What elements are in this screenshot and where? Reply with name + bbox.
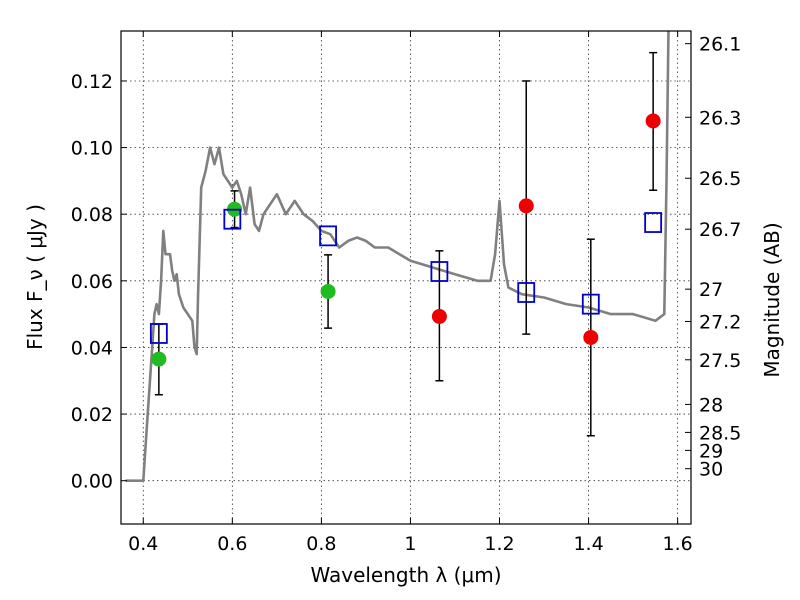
model-square	[517, 282, 536, 303]
model-square	[223, 208, 242, 230]
data-points	[149, 113, 663, 367]
x-tick-label: 1.4	[573, 533, 603, 555]
model-square	[430, 261, 449, 282]
right-tick-label: 27.5	[699, 350, 741, 372]
right-tick-label: 28	[699, 394, 723, 416]
right-tick-label: 26.1	[699, 34, 741, 56]
y-tick-label: 0.12	[71, 71, 113, 93]
x-tick-label: 1	[404, 533, 416, 555]
y-tick-label: 0.08	[71, 204, 113, 226]
spectrum-line	[125, 31, 670, 482]
grid-lines	[121, 31, 691, 524]
x-tick-label: 0.4	[128, 533, 158, 555]
error-bars	[154, 51, 658, 437]
y-axis-title: Flux F_ν ( μJy )	[23, 204, 47, 350]
data-point	[151, 351, 167, 367]
right-axis-title: Magnitude (AB)	[760, 222, 784, 377]
y-tick-label: 0.02	[71, 404, 113, 426]
model-square	[644, 212, 663, 233]
y-tick-label: 0.04	[71, 337, 113, 359]
y-tick-label: 0.00	[71, 471, 113, 493]
right-tick-label: 27	[699, 279, 723, 301]
x-tick-label: 0.8	[306, 533, 336, 555]
model-square	[149, 323, 168, 344]
x-axis-title: Wavelength λ (μm)	[310, 563, 501, 587]
data-point	[518, 198, 534, 214]
data-point	[431, 308, 447, 324]
right-tick-label: 26.3	[699, 107, 741, 129]
x-tick-label: 0.6	[217, 533, 247, 555]
plot-frame	[120, 30, 692, 525]
data-point	[645, 113, 661, 129]
axis-ticks: 0.4 0.6 0.8 1 1.2 1.4 1.6 0.00 0.02 0.04 0.06 0.08 0…	[71, 31, 741, 555]
right-tick-label: 26.5	[699, 168, 741, 190]
x-tick-label: 1.6	[663, 533, 693, 555]
right-tick-label: 26.7	[699, 219, 741, 241]
right-tick-label: 29	[699, 440, 723, 462]
right-tick-label: 27.2	[699, 311, 741, 333]
y-tick-label: 0.06	[71, 271, 113, 293]
model-square	[581, 293, 600, 315]
x-tick-label: 1.2	[484, 533, 514, 555]
data-point	[320, 283, 336, 299]
model-spectrum	[125, 31, 670, 482]
right-tick-label: 28.5	[699, 422, 741, 444]
model-square	[319, 225, 337, 247]
y-tick-label: 0.10	[71, 138, 113, 160]
right-tick-label: 30	[699, 459, 723, 481]
data-point	[583, 329, 599, 345]
